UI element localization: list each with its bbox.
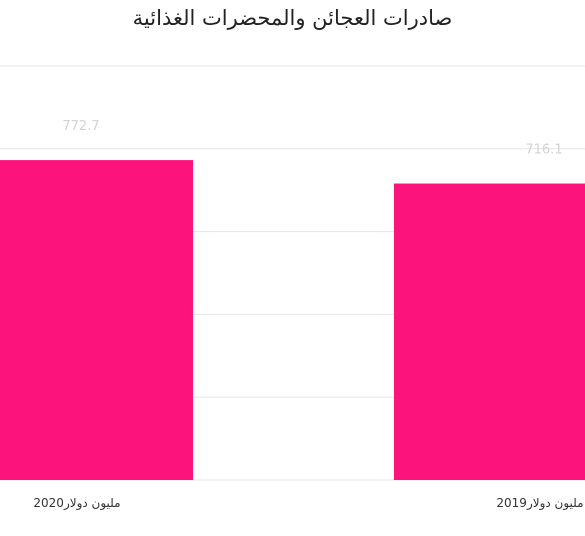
bar-1: [0, 160, 193, 480]
bars: [0, 160, 585, 480]
data-label-1: 772.7: [62, 119, 99, 134]
category-label-2: مليون دولار2019: [496, 496, 583, 511]
category-ticks: مليون دولار2020 مليون دولار2019: [33, 496, 583, 511]
category-label-1: مليون دولار2020: [33, 496, 120, 511]
bar-2: [394, 183, 585, 480]
data-labels: 772.7 716.1: [62, 119, 562, 157]
chart-title: صادرات العجائن والمحضرات الغذائية: [132, 6, 453, 30]
data-label-2: 716.1: [525, 143, 562, 158]
